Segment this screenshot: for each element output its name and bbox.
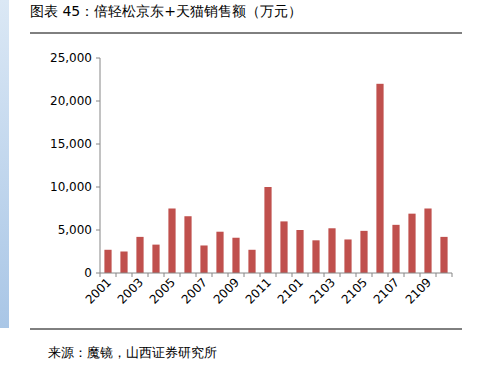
title: 图表 45：倍轻松京东+天猫销售额（万元）	[30, 3, 302, 19]
x-tick-label: 2105	[339, 275, 370, 306]
bar	[120, 252, 127, 274]
x-tick-label: 2101	[275, 275, 306, 306]
x-tick	[196, 273, 197, 277]
y-tick-label: 10,000	[50, 180, 92, 194]
bar	[328, 228, 335, 273]
x-tick	[356, 273, 357, 277]
x-tick	[100, 273, 101, 277]
y-tick	[96, 230, 100, 231]
x-tick	[228, 273, 229, 277]
bar	[408, 214, 415, 273]
bars	[104, 84, 447, 273]
bar	[264, 187, 271, 273]
bar	[104, 250, 111, 273]
x-tick	[276, 273, 277, 277]
bar	[136, 237, 143, 273]
y-tick-label: 15,000	[50, 137, 92, 151]
bar	[312, 240, 319, 273]
bar	[248, 250, 255, 273]
x-tick-label: 2003	[115, 275, 146, 306]
bar	[168, 209, 175, 274]
x-tick	[132, 273, 133, 277]
bar	[200, 245, 207, 273]
x-tick	[404, 273, 405, 277]
bar	[392, 225, 399, 273]
x-tick	[164, 273, 165, 277]
x-tick	[420, 273, 421, 277]
x-tick	[324, 273, 325, 277]
bar	[376, 84, 383, 273]
y-axis	[100, 58, 101, 273]
bar	[280, 221, 287, 273]
x-tick	[452, 273, 453, 277]
source-rule	[30, 329, 462, 330]
y-tick	[96, 101, 100, 102]
title-rule	[30, 33, 462, 34]
x-tick-label: 2009	[211, 275, 242, 306]
bar	[424, 209, 431, 274]
x-tick-label: 2103	[307, 275, 338, 306]
x-tick	[372, 273, 373, 277]
x-tick	[308, 273, 309, 277]
x-tick	[436, 273, 437, 277]
y-tick-label: 5,000	[58, 223, 92, 237]
y-tick	[96, 144, 100, 145]
bar	[152, 245, 159, 273]
x-tick-label: 2109	[403, 275, 434, 306]
x-tick	[212, 273, 213, 277]
x-tick	[116, 273, 117, 277]
x-tick-label: 2005	[147, 275, 178, 306]
y-tick	[96, 187, 100, 188]
x-tick	[244, 273, 245, 277]
bar	[360, 231, 367, 273]
bar	[296, 230, 303, 273]
x-tick	[260, 273, 261, 277]
bar	[344, 239, 351, 273]
x-tick-label: 2007	[179, 275, 210, 306]
x-tick	[148, 273, 149, 277]
bar	[232, 238, 239, 273]
y-tick	[96, 273, 100, 274]
bar	[440, 237, 447, 273]
x-tick-label: 2001	[83, 275, 114, 306]
x-tick	[388, 273, 389, 277]
side-strip	[0, 0, 9, 328]
y-tick-label: 25,000	[50, 51, 92, 65]
bar	[216, 232, 223, 273]
x-tick-label: 2011	[243, 275, 274, 306]
y-tick	[96, 58, 100, 59]
source: 来源：魔镜，山西证券研究所	[48, 345, 217, 360]
x-tick	[292, 273, 293, 277]
y-tick-label: 0	[84, 266, 92, 280]
x-tick	[340, 273, 341, 277]
x-tick	[180, 273, 181, 277]
y-tick-label: 20,000	[50, 94, 92, 108]
x-tick-label: 2107	[371, 275, 402, 306]
bar	[184, 216, 191, 273]
